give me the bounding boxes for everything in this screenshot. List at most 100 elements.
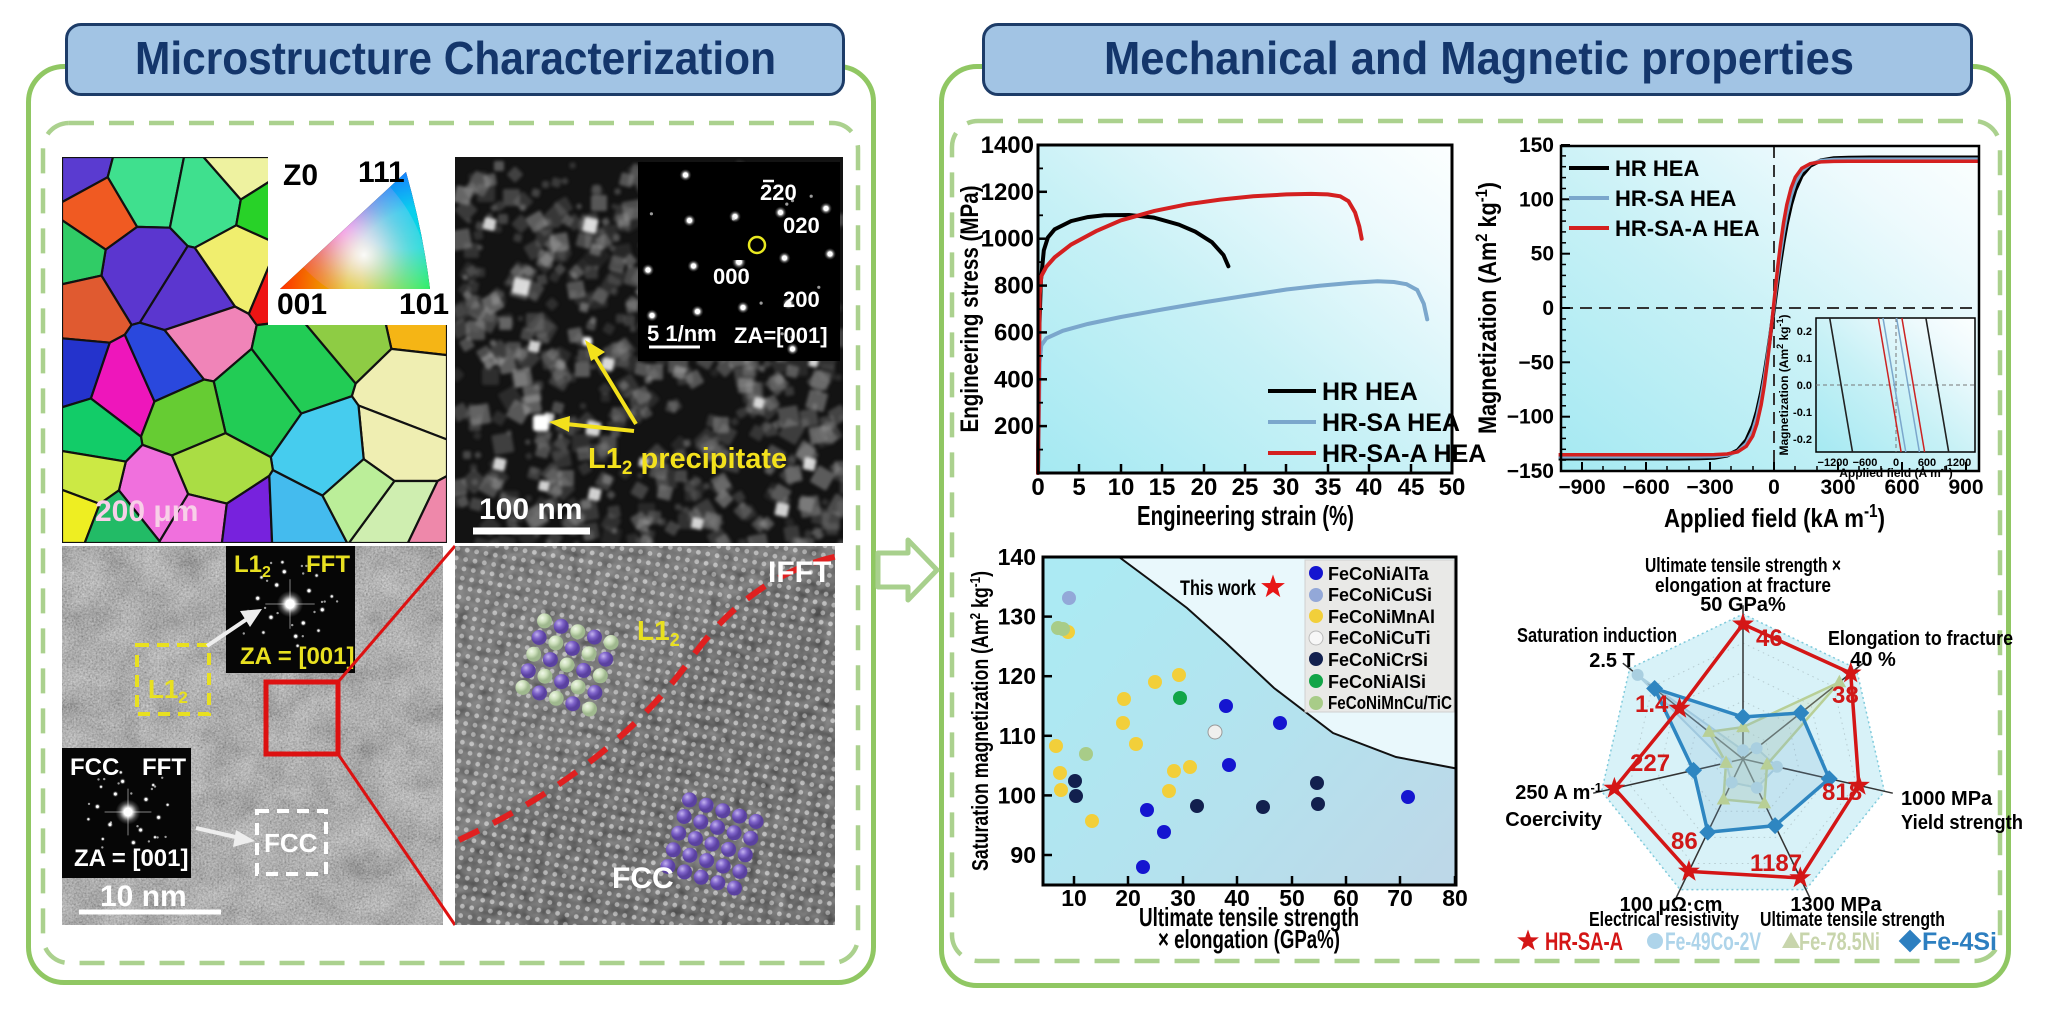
svg-text:0.2: 0.2	[1797, 326, 1812, 338]
svg-text:35: 35	[1315, 474, 1342, 501]
svg-text:10 nm: 10 nm	[100, 880, 187, 913]
svg-text:Fe-4Si: Fe-4Si	[1922, 928, 1997, 956]
svg-text:Electrical resistivity: Electrical resistivity	[1589, 909, 1740, 931]
svg-text:227: 227	[1630, 750, 1670, 777]
svg-text:−1200: −1200	[1818, 457, 1849, 469]
svg-text:5 1/nm: 5 1/nm	[647, 321, 717, 346]
svg-text:10: 10	[1061, 885, 1087, 911]
svg-text:800: 800	[994, 273, 1034, 300]
svg-text:-0.2: -0.2	[1793, 434, 1812, 446]
svg-text:30: 30	[1170, 885, 1196, 911]
svg-text:Fe-78.5Ni: Fe-78.5Ni	[1799, 928, 1880, 956]
svg-text:FFT: FFT	[142, 754, 186, 781]
svg-text:60: 60	[1333, 885, 1359, 911]
svg-text:0: 0	[1893, 457, 1899, 469]
svg-text:900: 900	[1948, 476, 1983, 499]
svg-text:HR HEA: HR HEA	[1615, 156, 1699, 181]
svg-text:300: 300	[1820, 476, 1855, 499]
svg-text:1300 MPa: 1300 MPa	[1790, 894, 1882, 916]
svg-text:110: 110	[999, 723, 1036, 749]
svg-text:This work: This work	[1180, 577, 1256, 600]
svg-text:Coercivity: Coercivity	[1505, 809, 1603, 831]
svg-text:FeCoNiMnCu/TiC: FeCoNiMnCu/TiC	[1328, 693, 1452, 713]
svg-text:Ultimate tensile strength ×: Ultimate tensile strength ×	[1645, 555, 1841, 577]
svg-text:40: 40	[1224, 885, 1250, 911]
svg-text:0.1: 0.1	[1797, 353, 1812, 365]
svg-text:0: 0	[1768, 476, 1780, 499]
svg-text:70: 70	[1387, 885, 1413, 911]
svg-text:Applied field (A m-1): Applied field (A m-1)	[1839, 464, 1953, 480]
svg-text:Yield strength: Yield strength	[1901, 812, 2023, 834]
svg-text:−300: −300	[1686, 476, 1733, 499]
svg-text:40 %: 40 %	[1850, 649, 1896, 671]
svg-text:101: 101	[399, 288, 449, 321]
svg-text:HR-SA HEA: HR-SA HEA	[1615, 186, 1737, 211]
svg-text:Engineering stress (MPa): Engineering stress (MPa)	[956, 186, 984, 433]
svg-text:220: 220	[760, 180, 797, 205]
svg-text:HR HEA: HR HEA	[1322, 378, 1418, 406]
svg-text:1200: 1200	[981, 179, 1034, 206]
svg-text:FeCoNiCuTi: FeCoNiCuTi	[1328, 628, 1431, 648]
svg-text:400: 400	[994, 366, 1034, 393]
svg-text:45: 45	[1398, 474, 1425, 501]
svg-text:111: 111	[358, 156, 405, 189]
svg-text:−600: −600	[1622, 476, 1669, 499]
svg-text:FeCoNiCrSi: FeCoNiCrSi	[1328, 650, 1428, 670]
svg-text:40: 40	[1356, 474, 1383, 501]
svg-text:−600: −600	[1853, 457, 1878, 469]
svg-text:elongation at fracture: elongation at fracture	[1655, 575, 1831, 597]
svg-text:001: 001	[277, 288, 327, 321]
svg-text:HR-SA-A HEA: HR-SA-A HEA	[1322, 440, 1486, 468]
svg-text:ZA = [001]: ZA = [001]	[240, 643, 354, 670]
svg-text:−900: −900	[1558, 476, 1605, 499]
svg-text:FCC: FCC	[70, 754, 119, 781]
svg-text:Applied field (kA m-1): Applied field (kA m-1)	[1664, 501, 1885, 533]
svg-text:130: 130	[998, 604, 1036, 630]
svg-text:FFT: FFT	[306, 551, 350, 578]
svg-text:25: 25	[1232, 474, 1259, 501]
svg-text:120: 120	[998, 663, 1036, 689]
svg-text:0: 0	[1542, 297, 1554, 320]
svg-text:100: 100	[998, 782, 1036, 808]
svg-text:HR-SA-A HEA: HR-SA-A HEA	[1615, 216, 1760, 241]
svg-text:50: 50	[1439, 474, 1466, 501]
svg-text:Engineering strain (%): Engineering strain (%)	[1137, 500, 1354, 531]
svg-text:46: 46	[1756, 625, 1783, 652]
svg-text:200: 200	[994, 413, 1034, 440]
svg-text:200 μm: 200 μm	[95, 495, 198, 528]
svg-text:10: 10	[1108, 474, 1135, 501]
svg-text:Microstructure Characterizatio: Microstructure Characterization	[135, 32, 776, 84]
svg-text:0: 0	[1031, 474, 1044, 501]
svg-text:Elongation to fracture: Elongation to fracture	[1828, 628, 2013, 650]
svg-text:HR-SA-A: HR-SA-A	[1545, 928, 1623, 956]
svg-text:150: 150	[1519, 134, 1554, 157]
svg-text:30: 30	[1273, 474, 1300, 501]
svg-text:−50: −50	[1518, 351, 1554, 374]
svg-text:FeCoNiAlSi: FeCoNiAlSi	[1328, 672, 1426, 692]
svg-text:250 A m-1: 250 A m-1	[1515, 780, 1602, 805]
svg-text:Z0: Z0	[283, 159, 318, 192]
svg-text:ZA=[001]: ZA=[001]	[734, 323, 828, 348]
svg-text:2.5 T: 2.5 T	[1589, 650, 1635, 672]
svg-text:20: 20	[1115, 885, 1141, 911]
svg-text:Magnetization (Am2 kg-1): Magnetization (Am2 kg-1)	[1472, 182, 1503, 434]
svg-text:000: 000	[713, 264, 750, 289]
svg-text:FeCoNiCuSi: FeCoNiCuSi	[1328, 585, 1432, 605]
svg-text:FCC: FCC	[612, 862, 674, 895]
svg-text:90: 90	[1010, 842, 1036, 868]
svg-text:80: 80	[1442, 885, 1468, 911]
svg-text:1.4: 1.4	[1635, 691, 1669, 718]
svg-text:100: 100	[1519, 188, 1554, 211]
svg-text:38: 38	[1832, 682, 1859, 709]
svg-text:Ultimate tensile strength: Ultimate tensile strength	[1139, 902, 1359, 932]
svg-text:IFFT: IFFT	[768, 556, 831, 589]
svg-text:1000 MPa: 1000 MPa	[1901, 788, 1993, 810]
svg-text:15: 15	[1149, 474, 1176, 501]
svg-text:Saturation magnetization (Am2: Saturation magnetization (Am2 kg-1)	[967, 571, 994, 871]
svg-text:−100: −100	[1507, 406, 1554, 429]
svg-text:1000: 1000	[981, 226, 1034, 253]
svg-text:600: 600	[1918, 457, 1936, 469]
svg-text:Magnetization (Am2 kg-1): Magnetization (Am2 kg-1)	[1775, 314, 1791, 455]
svg-text:FeCoNiMnAl: FeCoNiMnAl	[1328, 607, 1435, 627]
svg-text:Mechanical and Magnetic proper: Mechanical and Magnetic properties	[1104, 32, 1854, 84]
